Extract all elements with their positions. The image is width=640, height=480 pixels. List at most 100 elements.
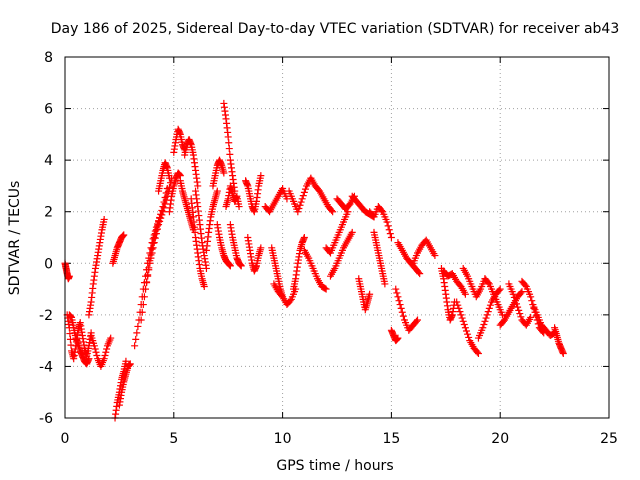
- y-tick-label: 8: [44, 50, 53, 66]
- data-point-plus: [414, 316, 422, 324]
- data-point-plus: [134, 322, 142, 330]
- series-arc-16: [181, 136, 202, 190]
- data-point-plus: [150, 239, 158, 247]
- series-arc-20: [209, 156, 228, 190]
- data-point-plus: [516, 310, 524, 318]
- data-point-plus: [158, 211, 166, 219]
- data-point-plus: [481, 317, 489, 325]
- data-point-plus: [148, 249, 156, 257]
- series-arc-31: [289, 234, 308, 293]
- series-arc-13: [165, 169, 184, 216]
- data-point-plus: [286, 297, 294, 305]
- data-point-plus: [321, 284, 329, 292]
- data-point-plus: [132, 335, 140, 343]
- data-point-plus: [298, 195, 306, 203]
- data-point-plus: [486, 301, 494, 309]
- data-point-plus: [482, 314, 490, 322]
- data-point-plus: [90, 342, 98, 350]
- data-point-plus: [122, 357, 130, 365]
- series-arc-40: [370, 228, 389, 288]
- data-point-plus: [153, 225, 161, 233]
- data-point-plus: [194, 182, 202, 190]
- data-point-plus: [164, 188, 172, 196]
- data-point-plus: [387, 234, 395, 241]
- data-point-plus: [385, 226, 393, 234]
- data-point-plus: [297, 198, 305, 206]
- series-arc-26: [244, 234, 265, 275]
- y-tick-label: 0: [44, 256, 53, 272]
- data-point-plus: [165, 183, 173, 191]
- data-point-plus: [120, 231, 128, 239]
- data-point-plus: [397, 304, 405, 312]
- data-point-plus: [457, 311, 465, 319]
- series-arc-48: [459, 264, 489, 301]
- data-point-plus: [235, 203, 243, 211]
- data-point-plus: [479, 324, 487, 332]
- data-point-plus: [412, 317, 420, 325]
- data-point-plus: [295, 204, 303, 212]
- data-point-plus: [296, 201, 304, 209]
- y-tick-label: -6: [39, 411, 53, 427]
- data-point-plus: [415, 268, 423, 276]
- data-point-plus: [92, 348, 100, 356]
- data-point-plus: [517, 289, 525, 297]
- data-point-plus: [518, 288, 526, 296]
- data-point-plus: [396, 301, 404, 309]
- x-tick-labels: 0 5 10 15 20 25: [61, 431, 618, 447]
- series-arc-12: [155, 159, 173, 195]
- data-point-plus: [155, 221, 163, 229]
- data-point-plus: [237, 262, 245, 270]
- data-point-plus: [458, 314, 466, 322]
- data-point-plus: [146, 259, 154, 267]
- data-point-plus: [103, 345, 111, 353]
- data-point-plus: [496, 285, 504, 293]
- series-arc-44: [409, 236, 439, 267]
- y-tick-label: -4: [39, 359, 53, 375]
- data-point-plus: [515, 306, 523, 314]
- data-point-plus: [328, 206, 336, 214]
- x-tick-label: 5: [169, 431, 178, 447]
- series-arc-50: [481, 275, 506, 319]
- series-arc-47: [453, 298, 482, 358]
- y-tick-label: -2: [39, 308, 53, 324]
- data-point-plus: [85, 355, 93, 363]
- data-point-plus: [102, 348, 110, 356]
- data-point-plus: [301, 185, 309, 193]
- series-arc-21: [213, 221, 234, 270]
- x-axis-label: GPS time / hours: [276, 458, 393, 474]
- x-tick-label: 20: [491, 431, 509, 447]
- data-point-plus: [394, 293, 402, 301]
- data-point-plus: [484, 308, 492, 316]
- series-arc-10: [137, 185, 171, 324]
- data-point-plus: [393, 289, 401, 297]
- series-arc-42: [392, 285, 422, 334]
- y-tick-label: 4: [44, 153, 53, 169]
- data-point-plus: [514, 303, 522, 311]
- data-point-plus: [156, 217, 164, 225]
- y-tick-label: 2: [44, 205, 53, 221]
- series-arc-23: [222, 182, 243, 211]
- data-point-plus: [521, 281, 529, 289]
- series-arc-3: [65, 311, 93, 368]
- data-point-plus: [461, 290, 469, 298]
- data-point-plus: [107, 334, 115, 342]
- data-point-plus: [137, 316, 145, 324]
- data-point-plus: [300, 234, 308, 241]
- data-point-plus: [160, 204, 168, 212]
- data-point-plus: [151, 234, 159, 242]
- series-arc-8: [115, 360, 134, 409]
- data-point-plus: [381, 280, 389, 288]
- data-point-plus: [456, 308, 464, 316]
- data-point-plus: [149, 244, 157, 252]
- series-arc-24: [226, 221, 245, 270]
- data-point-plus: [202, 264, 210, 272]
- data-points: [61, 99, 567, 422]
- data-point-plus: [348, 228, 356, 236]
- y-tick-labels: -6 -4 -2 0 2 4 6 8: [39, 50, 53, 427]
- data-point-plus: [485, 304, 493, 312]
- data-point-plus: [294, 208, 302, 216]
- data-point-plus: [511, 297, 519, 305]
- data-point-plus: [100, 215, 108, 223]
- data-point-plus: [483, 311, 491, 319]
- data-point-plus: [559, 350, 567, 358]
